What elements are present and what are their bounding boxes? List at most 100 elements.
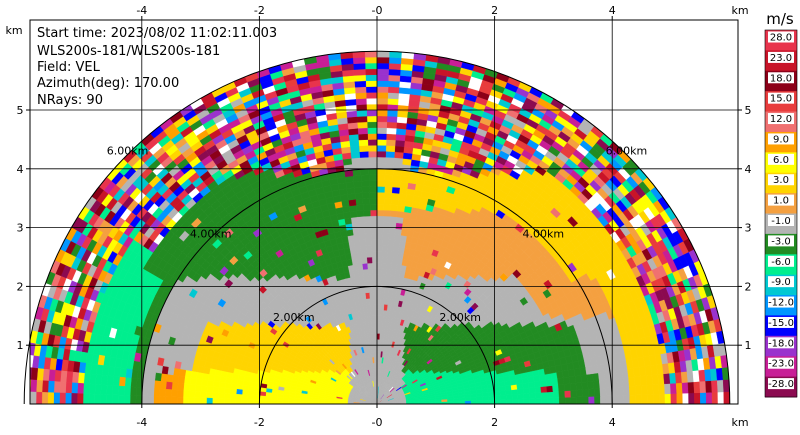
velocity-gate	[553, 397, 560, 404]
velocity-gate	[617, 395, 625, 404]
velocity-gate	[552, 391, 560, 399]
velocity-gate	[705, 380, 713, 393]
velocity-gate	[359, 156, 369, 164]
velocity-gate	[384, 180, 393, 188]
velocity-gate	[387, 80, 400, 88]
velocity-gate	[587, 388, 595, 397]
velocity-gate	[397, 104, 409, 112]
velocity-gate	[568, 375, 577, 384]
velocity-gate	[376, 215, 384, 223]
velocity-gate	[382, 227, 390, 235]
velocity-gate	[385, 274, 391, 282]
velocity-gate	[366, 97, 378, 105]
velocity-gate	[388, 57, 402, 65]
velocity-gate	[376, 156, 386, 164]
velocity-gate	[373, 303, 378, 311]
velocity-gate	[368, 162, 378, 170]
velocity-gate	[663, 373, 671, 385]
velocity-gate	[628, 376, 636, 387]
velocity-gate	[372, 292, 378, 299]
velocity-gate	[517, 393, 525, 400]
velocity-gate	[383, 203, 392, 211]
velocity-gate	[540, 385, 548, 393]
velocity-gate	[398, 246, 405, 254]
velocity-gate	[376, 315, 381, 322]
velocity-gate	[376, 121, 388, 129]
velocity-gate	[371, 239, 378, 246]
velocity-gate	[355, 92, 367, 100]
velocity-gate	[386, 109, 398, 117]
velocity-gate	[723, 391, 731, 404]
velocity-gate	[558, 390, 566, 398]
velocity-gate	[358, 139, 369, 147]
velocity-gate	[616, 377, 624, 388]
velocity-gate	[711, 379, 719, 393]
velocity-gate	[382, 245, 389, 252]
velocity-gate	[688, 392, 695, 404]
velocity-gate	[376, 133, 387, 140]
velocity-gate	[394, 145, 405, 153]
velocity-gate	[528, 387, 536, 394]
velocity-gate	[355, 198, 364, 206]
velocity-gate	[354, 192, 363, 200]
velocity-gate	[368, 180, 378, 187]
velocity-gate	[345, 181, 355, 189]
velocity-gate	[383, 298, 389, 305]
velocity-gate	[381, 256, 388, 264]
velocity-gate	[376, 321, 381, 328]
velocity-gate	[494, 395, 501, 401]
velocity-gate	[361, 262, 368, 270]
velocity-gate	[365, 92, 378, 99]
velocity-gate	[629, 394, 636, 404]
velocity-gate	[687, 381, 695, 394]
velocity-gate	[505, 389, 513, 396]
velocity-gate	[617, 386, 625, 396]
velocity-gate	[356, 210, 365, 218]
velocity-gate	[373, 315, 378, 322]
velocity-gate	[694, 392, 701, 404]
velocity-gate	[570, 396, 578, 404]
field-label: Field: VEL	[37, 60, 100, 75]
velocity-gate	[376, 68, 389, 76]
velocity-gate	[376, 303, 381, 311]
velocity-gate	[529, 392, 536, 399]
velocity-gate	[716, 379, 724, 393]
velocity-gate	[592, 372, 600, 382]
velocity-gate	[357, 133, 369, 141]
velocity-gate	[358, 233, 366, 241]
velocity-gate	[372, 286, 378, 293]
velocity-gate	[505, 394, 513, 400]
velocity-gate	[372, 274, 378, 281]
velocity-gate	[354, 245, 362, 253]
velocity-gate	[580, 374, 588, 383]
velocity-gate	[682, 392, 689, 404]
velocity-gate	[576, 389, 583, 398]
velocity-gate	[368, 286, 374, 293]
velocity-gate	[376, 62, 390, 70]
velocity-gate	[362, 198, 371, 205]
velocity-gate	[395, 133, 406, 142]
velocity-gate	[545, 379, 553, 387]
velocity-gate	[353, 234, 361, 242]
velocity-gate	[382, 309, 388, 317]
velocity-gate	[390, 263, 397, 271]
velocity-gate	[376, 86, 389, 93]
velocity-gate	[499, 390, 507, 396]
velocity-gate	[398, 193, 407, 201]
velocity-gate	[529, 398, 537, 404]
velocity-gate	[386, 121, 397, 129]
velocity-gate	[379, 327, 383, 334]
velocity-gate	[391, 180, 401, 188]
velocity-gate	[363, 274, 369, 282]
velocity-gate	[355, 251, 362, 259]
velocity-gate	[622, 377, 630, 388]
velocity-gate	[482, 399, 489, 404]
velocity-gate	[385, 133, 397, 141]
velocity-gate	[346, 110, 358, 118]
velocity-gate	[350, 216, 359, 224]
velocity-gate	[499, 394, 507, 400]
velocity-gate	[348, 199, 357, 207]
velocity-gate	[354, 186, 363, 194]
velocity-gate	[373, 321, 378, 328]
velocity-gate	[367, 274, 373, 282]
